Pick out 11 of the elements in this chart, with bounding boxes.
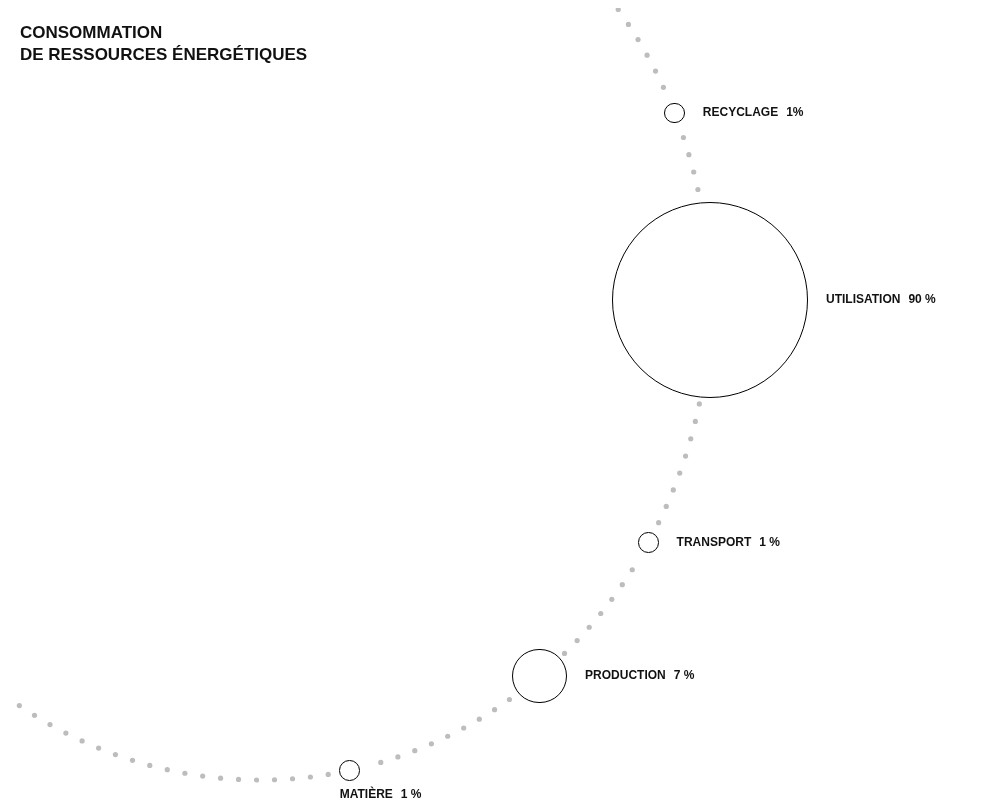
data-label: 1 % [759,534,781,549]
category-label: RECYCLAGE [702,105,779,120]
category-label: TRANSPORT [676,534,752,549]
data-label: 1 % [400,787,422,801]
data-label: 1% [786,105,804,120]
category-label: MATIÈRE [339,786,393,801]
category-label: PRODUCTION [585,668,666,683]
data-label: 7 % [673,668,695,683]
text: CONSOMMATION DE RESSOURCES ÉNERGÉTIQUES [20,22,308,66]
data-label: 90 % [908,292,937,307]
category-label: UTILISATION [826,292,901,307]
